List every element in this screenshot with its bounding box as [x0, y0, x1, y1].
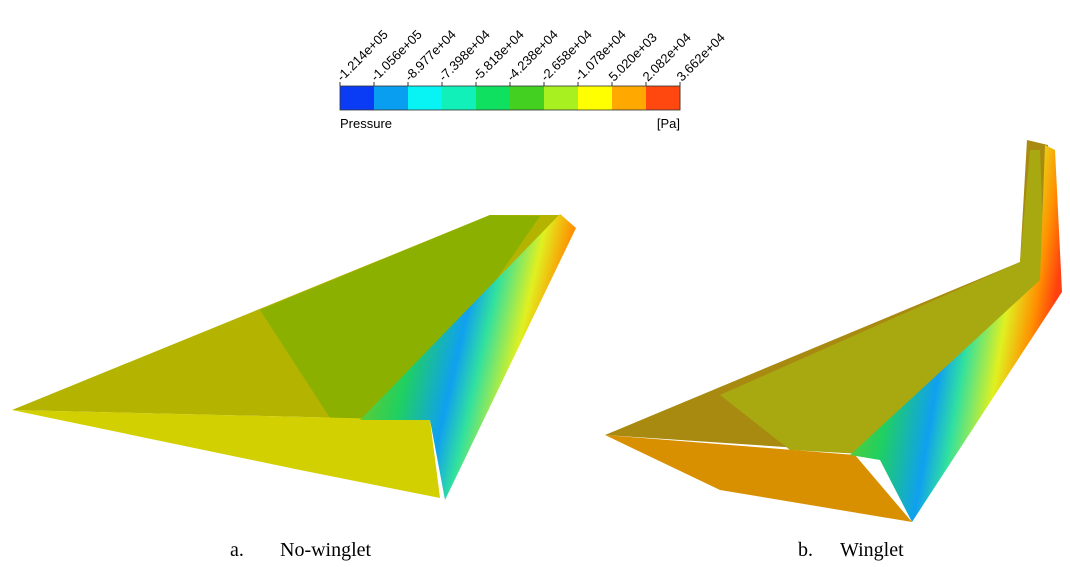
colorbar-swatch — [476, 86, 511, 110]
panel-caption: Winglet — [840, 539, 904, 561]
colorbar-swatch — [442, 86, 477, 110]
panel-label: b. — [798, 539, 813, 561]
colorbar-swatch — [646, 86, 681, 110]
colorbar-unit: [Pa] — [657, 116, 680, 131]
colorbar-swatch — [374, 86, 409, 110]
colorbar-swatch — [612, 86, 647, 110]
panel-label: a. — [230, 539, 244, 561]
colorbar-swatch — [340, 86, 375, 110]
wing-no-winglet — [12, 214, 576, 500]
panel-caption: No-winglet — [280, 539, 372, 561]
colorbar-swatch — [510, 86, 545, 110]
colorbar-swatch — [578, 86, 613, 110]
wing-winglet — [605, 140, 1062, 522]
colorbar-swatch — [408, 86, 443, 110]
colorbar-title: Pressure — [340, 116, 392, 131]
colorbar-swatch — [544, 86, 579, 110]
colorbar: Pressure [Pa] -1.214e+05-1.056e+05-8.977… — [334, 27, 728, 131]
